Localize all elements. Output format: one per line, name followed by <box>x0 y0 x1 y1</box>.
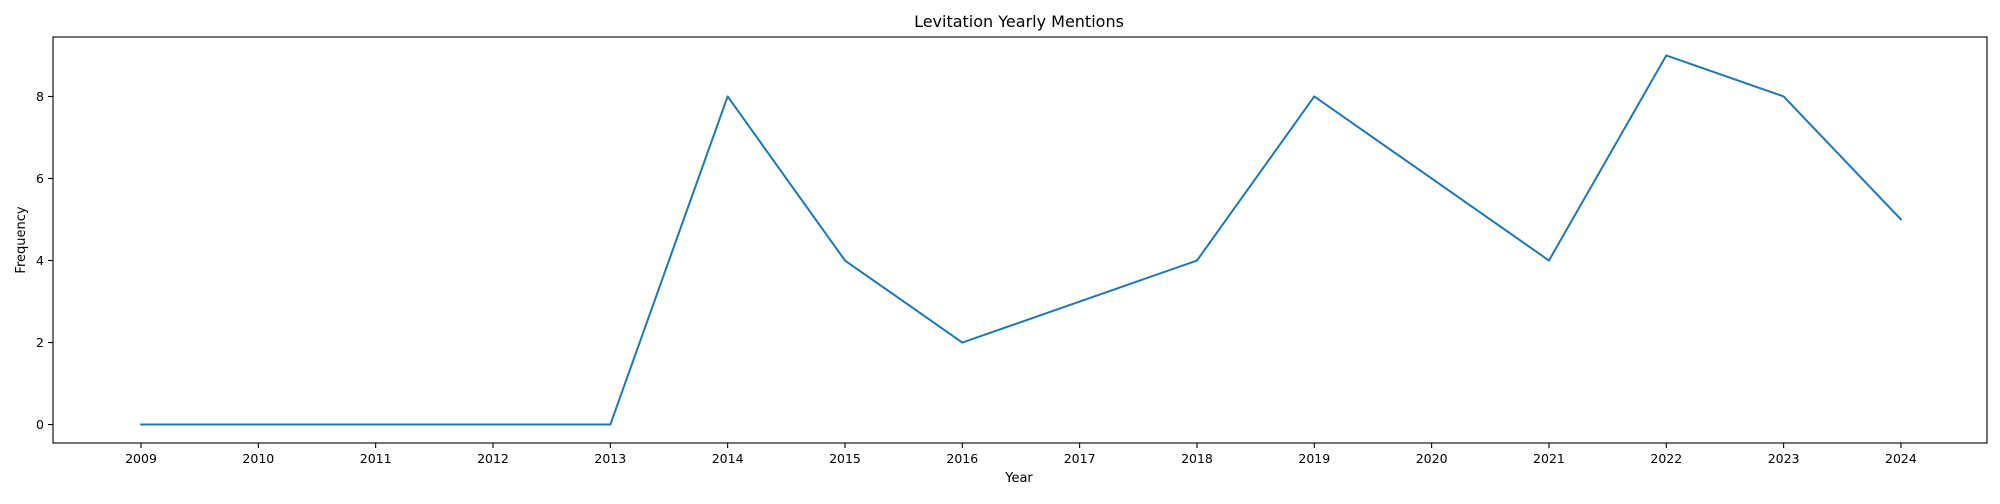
x-tick-label: 2015 <box>829 451 861 466</box>
x-tick-label: 2023 <box>1768 451 1800 466</box>
x-tick-label: 2020 <box>1416 451 1448 466</box>
data-point <box>491 423 494 426</box>
data-point <box>1313 95 1316 98</box>
plot-area-frame <box>52 36 1988 444</box>
x-tick-label: 2018 <box>1181 451 1213 466</box>
x-tick-label: 2022 <box>1650 451 1682 466</box>
x-tick-label: 2017 <box>1064 451 1096 466</box>
data-point <box>1430 177 1433 180</box>
data-point <box>1078 300 1081 303</box>
y-tick-label: 8 <box>36 89 44 104</box>
data-point <box>1547 259 1550 262</box>
y-tick-label: 6 <box>36 171 44 186</box>
x-tick-label: 2011 <box>360 451 392 466</box>
data-point <box>1665 54 1668 57</box>
x-tick-label: 2024 <box>1885 451 1917 466</box>
x-tick-label: 2021 <box>1533 451 1565 466</box>
data-point <box>1195 259 1198 262</box>
x-tick-label: 2014 <box>712 451 744 466</box>
series-line <box>141 54 1902 426</box>
x-tick-label: 2009 <box>125 451 157 466</box>
y-axis-label: Frequency <box>14 206 29 273</box>
x-axis: 2009 2010 2011 2012 2013 2014 2015 2016 2017 2018… <box>125 443 1917 466</box>
x-axis-label: Year <box>1004 471 1033 486</box>
data-point <box>1782 95 1785 98</box>
data-point <box>961 341 964 344</box>
x-tick-label: 2010 <box>242 451 274 466</box>
data-point <box>374 423 377 426</box>
x-tick-label: 2012 <box>477 451 509 466</box>
y-tick-label: 4 <box>36 253 44 268</box>
y-axis: 0 2 4 6 8 <box>36 89 53 432</box>
data-point <box>1899 218 1902 221</box>
x-tick-label: 2013 <box>594 451 626 466</box>
chart-title: Levitation Yearly Mentions <box>914 12 1124 31</box>
data-point <box>726 95 729 98</box>
y-tick-label: 0 <box>36 417 44 432</box>
y-tick-label: 2 <box>36 335 44 350</box>
data-point <box>609 423 612 426</box>
x-tick-label: 2016 <box>946 451 978 466</box>
series-layer <box>140 54 1902 426</box>
data-point <box>843 259 846 262</box>
data-point <box>257 423 260 426</box>
data-point <box>140 423 142 426</box>
x-tick-label: 2019 <box>1298 451 1330 466</box>
